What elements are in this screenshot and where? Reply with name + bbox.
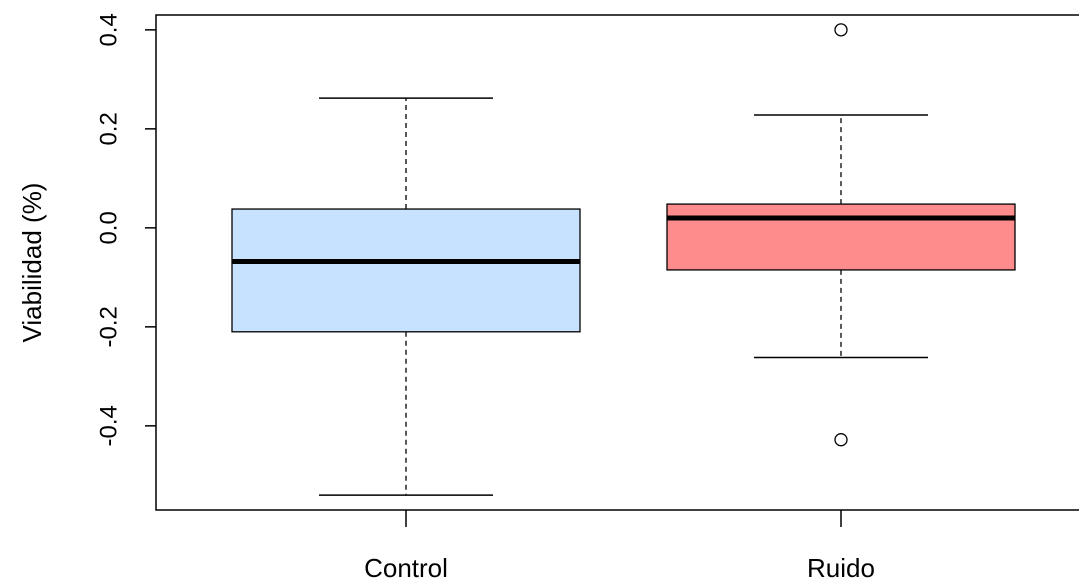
outlier-point <box>834 23 848 37</box>
box-control <box>231 97 581 496</box>
box-ruido <box>666 23 1016 447</box>
x-tick-label: Ruido <box>807 553 875 583</box>
y-axis-title: Viabilidad (%) <box>17 183 47 343</box>
box-iqr <box>666 203 1016 271</box>
plot-frame <box>155 14 1079 511</box>
y-tick-label: -0.4 <box>95 405 122 446</box>
y-tick-label: 0.4 <box>95 13 122 46</box>
x-tick-label: Control <box>364 553 448 583</box>
y-tick-label: 0.0 <box>95 211 122 244</box>
y-tick-label: 0.2 <box>95 112 122 145</box>
y-axis: -0.4 -0.2 0.0 0.2 0.4 <box>95 13 156 447</box>
boxes-group <box>231 23 1016 496</box>
box-iqr <box>231 208 581 333</box>
x-axis: Control Ruido <box>364 510 875 583</box>
y-tick-label: -0.2 <box>95 306 122 347</box>
outlier-point <box>834 433 848 447</box>
